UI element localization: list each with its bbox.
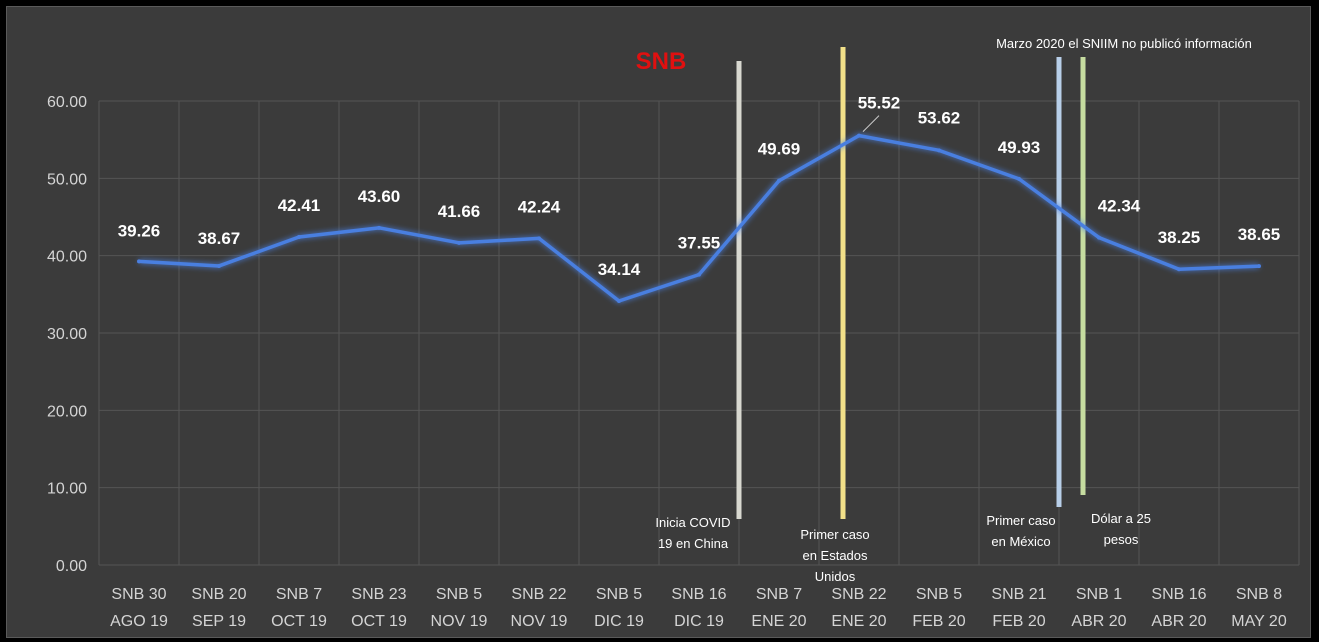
- x-tick-label-line1: SNB 1: [1076, 586, 1122, 603]
- leader-line: [862, 115, 880, 132]
- annotation-text: Dólar a 25: [1091, 511, 1151, 526]
- data-point: [617, 298, 621, 303]
- x-tick-label-line1: SNB 16: [671, 586, 726, 603]
- x-tick-label-line2: ABR 20: [1071, 613, 1126, 630]
- annotation-text: en Estados: [802, 548, 868, 563]
- x-tick-label-line1: SNB 20: [191, 586, 246, 603]
- data-point: [217, 263, 221, 268]
- data-label: 53.62: [918, 108, 961, 127]
- data-label: 55.52: [858, 94, 901, 113]
- data-point: [457, 240, 461, 245]
- data-point: [697, 272, 701, 277]
- data-point: [1017, 176, 1021, 181]
- y-tick-label: 30.00: [47, 326, 87, 343]
- annotation-text: Inicia COVID: [655, 515, 730, 530]
- y-tick-label: 60.00: [47, 94, 87, 111]
- y-axis-ticks: 0.00 10.00 20.00 30.00 40.00 50.00 60.00: [47, 94, 87, 575]
- event-annotations: Inicia COVID 19 en China Primer caso en Est…: [655, 47, 1151, 584]
- x-axis-ticks: SNB 30 AGO 19 SNB 20 SEP 19 SNB 7 OCT 19 SNB 2…: [110, 586, 1287, 630]
- x-tick-label-line2: NOV 19: [511, 613, 568, 630]
- data-label: 37.55: [678, 234, 721, 253]
- chart-container: 0.00 10.00 20.00 30.00 40.00 50.00 60.00 SNB 3…: [6, 6, 1311, 638]
- x-tick-label-line1: SNB 7: [276, 586, 322, 603]
- x-tick-label-line2: DIC 19: [594, 613, 644, 630]
- x-tick-label-line1: SNB 23: [351, 586, 406, 603]
- x-tick-label-line1: SNB 16: [1151, 586, 1206, 603]
- x-tick-label-line1: SNB 30: [111, 586, 166, 603]
- data-label: 49.93: [998, 138, 1041, 157]
- x-tick-label-line2: OCT 19: [351, 613, 407, 630]
- x-tick-label-line2: ABR 20: [1151, 613, 1206, 630]
- line-chart: 0.00 10.00 20.00 30.00 40.00 50.00 60.00 SNB 3…: [47, 36, 1300, 630]
- data-point: [777, 178, 781, 183]
- y-tick-label: 40.00: [47, 249, 87, 266]
- data-point: [537, 236, 541, 241]
- data-label: 38.65: [1238, 225, 1281, 244]
- x-tick-label-line2: OCT 19: [271, 613, 327, 630]
- series-snb: [137, 133, 1261, 303]
- x-tick-label-line2: FEB 20: [992, 613, 1045, 630]
- data-point: [1097, 235, 1101, 240]
- x-tick-label-line1: SNB 5: [596, 586, 642, 603]
- x-tick-label-line2: AGO 19: [110, 613, 168, 630]
- data-labels: 39.26 38.67 42.41 43.60 41.66 42.24 34.14 37.55…: [118, 94, 1281, 279]
- data-label: 43.60: [358, 187, 401, 206]
- x-tick-label-line2: FEB 20: [912, 613, 965, 630]
- y-tick-label: 10.00: [47, 481, 87, 498]
- y-tick-label: 20.00: [47, 403, 87, 420]
- annotation-text: en México: [991, 534, 1050, 549]
- x-tick-label-line2: ENE 20: [751, 613, 806, 630]
- annotation-text: Primer caso: [800, 527, 869, 542]
- annotation-text: pesos: [1104, 532, 1139, 547]
- annotation-text: Unidos: [815, 569, 856, 584]
- annotation-text: 19 en China: [658, 536, 729, 551]
- y-tick-label: 50.00: [47, 171, 87, 188]
- data-label: 42.34: [1098, 197, 1141, 216]
- x-tick-label-line2: MAY 20: [1231, 613, 1287, 630]
- data-point: [857, 133, 861, 138]
- data-point: [137, 259, 141, 264]
- data-point: [937, 148, 941, 153]
- data-point: [297, 235, 301, 240]
- chart-title: SNB: [636, 48, 687, 75]
- data-label: 49.69: [758, 140, 801, 159]
- annotation-text: Primer caso: [986, 513, 1055, 528]
- x-tick-label-line2: DIC 19: [674, 613, 724, 630]
- x-tick-label-line1: SNB 8: [1236, 586, 1282, 603]
- x-tick-label-line1: SNB 5: [436, 586, 482, 603]
- gridlines: [98, 100, 1300, 566]
- x-tick-label-line1: SNB 21: [991, 586, 1046, 603]
- data-point: [1177, 267, 1181, 272]
- data-point: [377, 225, 381, 230]
- data-label: 42.24: [518, 197, 561, 216]
- x-tick-label-line2: NOV 19: [431, 613, 488, 630]
- data-label: 38.25: [1158, 228, 1201, 247]
- x-tick-label-line2: SEP 19: [192, 613, 246, 630]
- x-tick-label-line1: SNB 5: [916, 586, 962, 603]
- data-label: 38.67: [198, 229, 241, 248]
- x-tick-label-line1: SNB 22: [831, 586, 886, 603]
- x-tick-label-line1: SNB 7: [756, 586, 802, 603]
- data-label: 39.26: [118, 221, 161, 240]
- data-label: 42.41: [278, 196, 321, 215]
- data-label: 41.66: [438, 202, 481, 221]
- y-tick-label: 0.00: [56, 558, 87, 575]
- data-label: 34.14: [598, 260, 641, 279]
- top-note: Marzo 2020 el SNIIM no publicó informaci…: [996, 36, 1252, 51]
- data-point: [1257, 264, 1261, 269]
- x-tick-label-line1: SNB 22: [511, 586, 566, 603]
- x-tick-label-line2: ENE 20: [831, 613, 886, 630]
